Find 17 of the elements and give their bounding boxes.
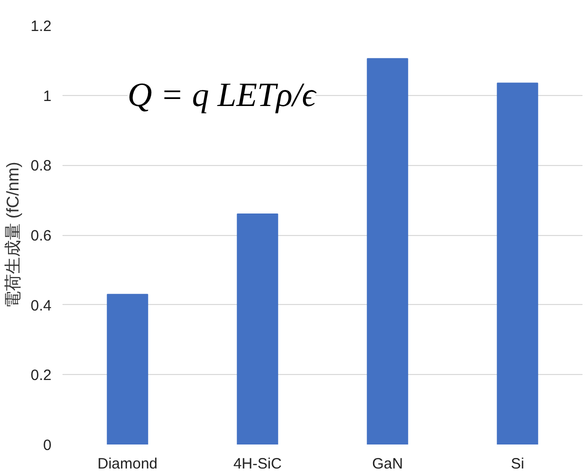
x-tick-label: GaN bbox=[372, 456, 403, 472]
y-axis-title: 電荷生成量 (fC/nm) bbox=[4, 162, 23, 308]
annotation: Q = q LETρ/ϵ bbox=[128, 76, 317, 114]
y-tick-label: 0 bbox=[43, 437, 52, 454]
y-tick-label: 1 bbox=[43, 88, 52, 105]
y-tick-label: 0.4 bbox=[30, 297, 52, 314]
y-tick-label: 0.2 bbox=[30, 367, 52, 384]
bar bbox=[236, 214, 278, 444]
x-tick-label: Si bbox=[510, 456, 524, 472]
bar bbox=[496, 82, 538, 444]
bar bbox=[366, 58, 408, 444]
y-tick-label: 0.8 bbox=[30, 158, 52, 175]
x-tick-label: 4H-SiC bbox=[233, 456, 282, 472]
y-tick-label: 1.2 bbox=[30, 18, 52, 35]
bar bbox=[106, 294, 148, 444]
x-tick-label: Diamond bbox=[97, 456, 158, 472]
y-tick-label: 0.6 bbox=[30, 228, 52, 244]
